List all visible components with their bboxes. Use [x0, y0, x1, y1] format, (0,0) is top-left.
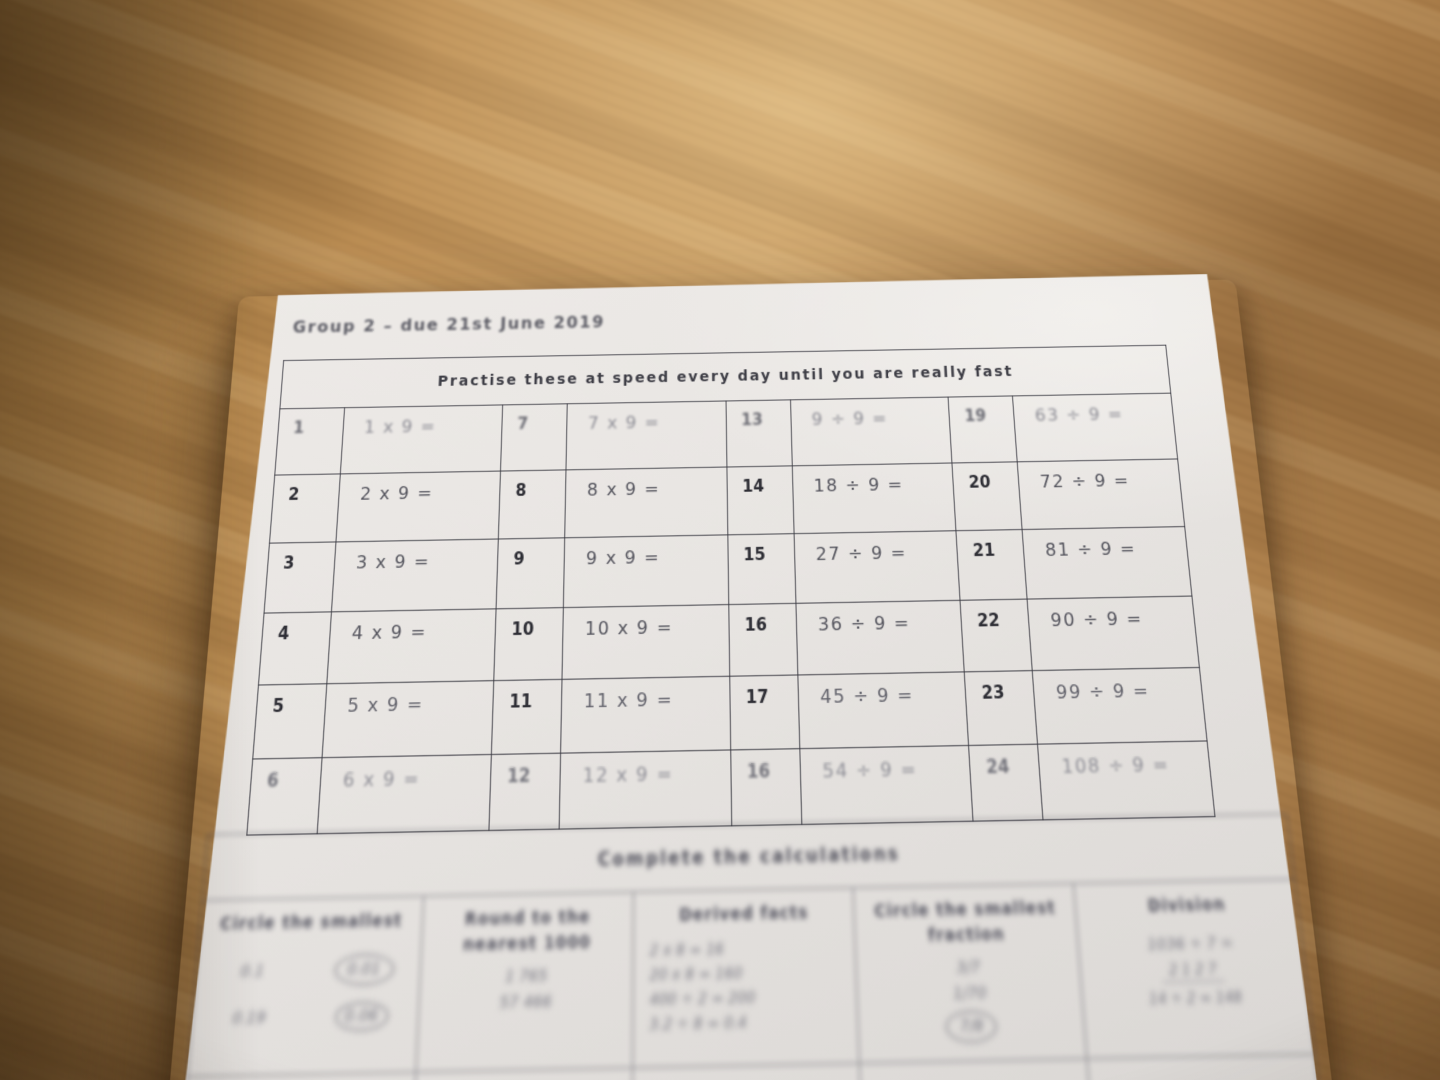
problem-number: 16: [728, 603, 798, 677]
calc-column-rounding: Round to the nearest 1000 1 765 57 466: [416, 892, 634, 1072]
problem-expression: 54 ÷ 9 =: [799, 745, 974, 825]
problem-expression: 63 ÷ 9 =: [1012, 393, 1178, 462]
problem-number: 9: [496, 537, 565, 609]
problem-number: 10: [494, 607, 564, 681]
problem-number: 23: [964, 670, 1038, 746]
problem-number: 6: [246, 757, 322, 836]
problem-expression: 9 x 9 =: [563, 534, 729, 608]
problem-expression: 36 ÷ 9 =: [795, 600, 965, 675]
problem-expression: 99 ÷ 9 =: [1032, 667, 1208, 745]
problem-number: 7: [501, 403, 568, 472]
problem-expression: 5 x 9 =: [321, 680, 495, 758]
practice-table: Practise these at speed every day until …: [246, 345, 1215, 836]
division-problem: 1036 ÷ 7 =: [1146, 933, 1235, 955]
column-title: Division: [1146, 894, 1227, 917]
problem-expression: 3 x 9 =: [331, 538, 499, 612]
problem-expression: 45 ÷ 9 =: [797, 671, 970, 749]
problem-expression: 8 x 9 =: [564, 467, 728, 538]
problem-number: 19: [948, 395, 1018, 463]
worksheet-title: Group 2 – due 21st June 2019: [292, 312, 606, 337]
column-title: Round to the nearest 1000: [462, 907, 592, 955]
problem-number: 13: [726, 399, 792, 468]
empty-cell: [1088, 1055, 1326, 1080]
handwritten-working: 14 ÷ 2 = 148: [1148, 987, 1243, 1008]
derived-fact: 2 x 8 = 16: [649, 938, 725, 959]
column-items: 1 765 57 466: [419, 965, 632, 1015]
derived-fact: 20 x 8 = 160: [649, 962, 743, 984]
problem-expression: 81 ÷ 9 =: [1022, 526, 1192, 600]
column-items: 0.1 0.01 0.19 0.06: [191, 952, 420, 1034]
column-items: 3/7 1/70 7/8: [857, 956, 1085, 1045]
derived-fact: 400 ÷ 2 = 200: [649, 986, 756, 1009]
problem-expression: 90 ÷ 9 =: [1027, 596, 1200, 671]
problem-number: 24: [969, 744, 1044, 822]
calculations-columns: Circle the smallest 0.1 0.01 0.19 0.06 R…: [187, 880, 1315, 1077]
problem-number: 21: [956, 529, 1028, 601]
handwritten-working: 2 1 2 7: [1161, 959, 1225, 983]
column-items: 1036 ÷ 7 = 2 1 2 7 14 ÷ 2 = 148: [1078, 932, 1308, 1009]
worksheet-scene: Group 2 – due 21st June 2019 Practise th…: [185, 278, 1343, 1080]
problem-expression: 108 ÷ 9 =: [1037, 740, 1215, 820]
rounding-value: 57 466: [499, 992, 552, 1014]
derived-fact: 3.2 ÷ 8 = 0.4: [649, 1011, 747, 1034]
calc-column-smallest-fraction: Circle the smallest fraction 3/7 1/70 7/…: [854, 884, 1088, 1063]
circled-answer: 0.01: [332, 952, 396, 986]
problem-number: 2: [269, 473, 340, 544]
problem-expression: 12 x 9 =: [559, 749, 732, 830]
problem-expression: 6 x 9 =: [316, 754, 492, 834]
column-title: Derived facts: [678, 903, 809, 926]
problem-expression: 7 x 9 =: [566, 400, 727, 470]
circled-answer: 7/8: [944, 1009, 999, 1044]
decimal-value: 0.1: [239, 961, 266, 982]
problem-expression: 9 ÷ 9 =: [790, 397, 953, 466]
column-items: 2 x 8 = 16 20 x 8 = 160 400 ÷ 2 = 200 3.…: [633, 936, 858, 1034]
problem-expression: 10 x 9 =: [562, 604, 730, 680]
calc-column-derived-facts: Derived facts 2 x 8 = 16 20 x 8 = 160 40…: [632, 888, 861, 1068]
problem-number: 5: [252, 683, 327, 759]
calc-column-division: Division 1036 ÷ 7 = 2 1 2 7 14 ÷ 2 = 148: [1074, 880, 1314, 1058]
problem-number: 8: [498, 469, 567, 539]
problem-number: 22: [960, 599, 1033, 672]
fraction-value: 3/7: [955, 958, 981, 979]
problem-expression: 18 ÷ 9 =: [791, 462, 957, 534]
worksheet-content: Group 2 – due 21st June 2019 Practise th…: [178, 278, 1343, 1080]
problem-number: 4: [258, 611, 332, 686]
problem-number: 1: [274, 407, 345, 476]
problem-number: 20: [952, 461, 1023, 531]
problem-expression: 72 ÷ 9 =: [1017, 458, 1185, 530]
problem-number: 14: [726, 465, 794, 535]
rounding-value: 1 765: [504, 966, 548, 988]
problem-number: 15: [727, 533, 796, 605]
problem-number: 12: [489, 753, 561, 831]
problem-number: 16: [730, 748, 802, 826]
calculations-table: Complete the calculations Circle the sma…: [178, 813, 1328, 1080]
column-title: Circle the smallest: [219, 910, 403, 935]
problem-number: 3: [264, 541, 336, 614]
problem-number: 11: [491, 679, 563, 755]
problem-expression: 11 x 9 =: [560, 676, 731, 754]
empty-cell: [860, 1059, 1096, 1080]
calc-column-circle-smallest: Circle the smallest 0.1 0.01 0.19 0.06: [187, 896, 424, 1077]
problem-expression: 4 x 9 =: [326, 608, 497, 684]
column-title: Circle the smallest fraction: [873, 898, 1057, 946]
fraction-value: 1/70: [952, 984, 988, 1005]
problem-number: 17: [729, 674, 800, 750]
problem-expression: 1 x 9 =: [339, 404, 504, 474]
problem-expression: 2 x 9 =: [335, 471, 502, 542]
problem-expression: 27 ÷ 9 =: [793, 530, 961, 604]
circled-answer: 0.06: [333, 1000, 390, 1032]
decimal-value: 0.19: [231, 1007, 267, 1029]
